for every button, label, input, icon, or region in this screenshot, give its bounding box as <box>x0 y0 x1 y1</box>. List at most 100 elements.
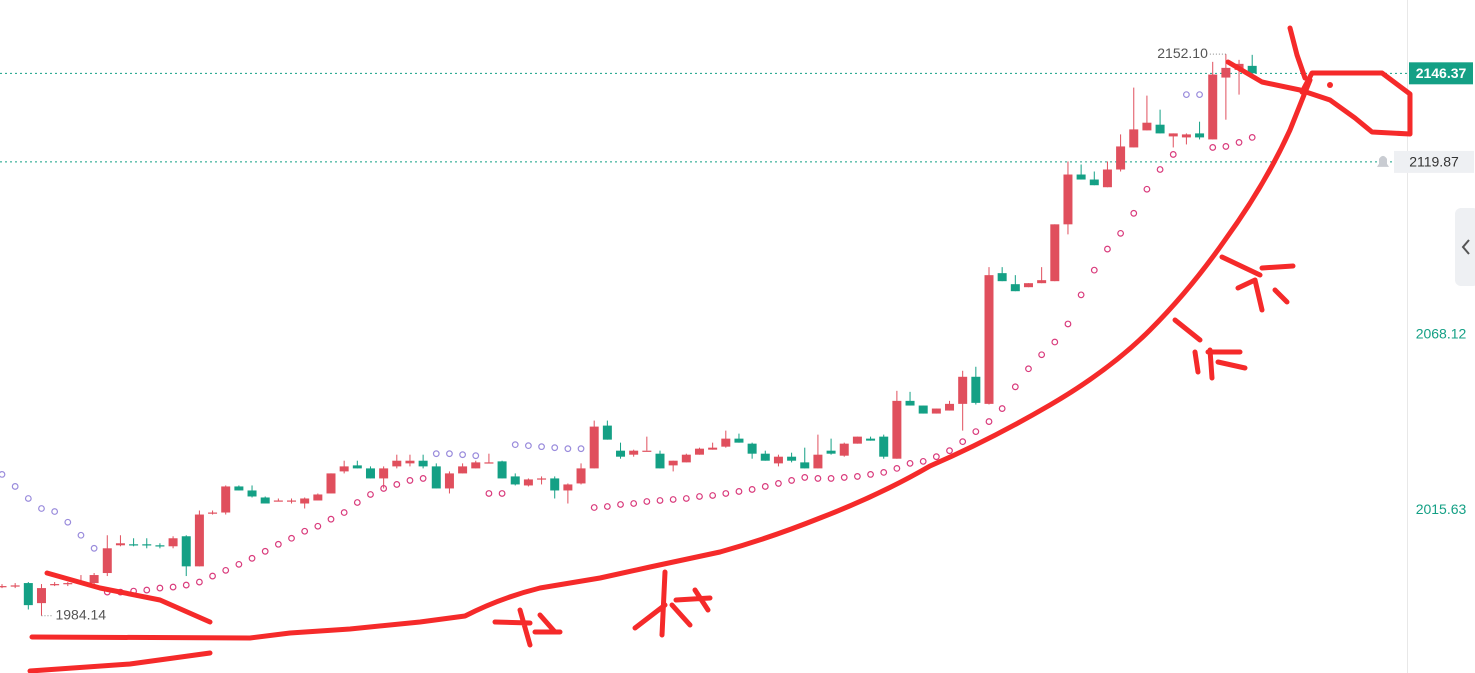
candle-body <box>379 468 389 479</box>
candle-body <box>550 478 560 491</box>
sar-dot <box>209 572 216 580</box>
annotation-dot <box>1327 82 1333 88</box>
candle-body <box>155 545 165 547</box>
sar-dot <box>1130 209 1138 217</box>
candle-body <box>997 273 1007 282</box>
candle-body <box>892 400 902 459</box>
candle-body <box>142 544 152 546</box>
side-tab[interactable] <box>1455 208 1475 286</box>
candle-body <box>826 450 836 454</box>
alert-bell <box>1377 155 1389 167</box>
candle-body <box>563 484 573 491</box>
sar-dot <box>867 471 874 478</box>
sar-dot <box>959 438 967 446</box>
candle-body <box>1221 67 1231 78</box>
candle-body <box>365 468 375 479</box>
sar-dot <box>656 497 664 504</box>
sar-dot <box>367 491 374 498</box>
candle-body <box>168 538 178 547</box>
sar-dot <box>0 471 6 478</box>
candle-body <box>537 478 547 480</box>
side-tab-arrow[interactable] <box>1461 239 1470 255</box>
candle-body <box>747 443 757 454</box>
annotation-mark-2 <box>632 569 713 638</box>
sar-dot <box>419 475 427 482</box>
sar-dot <box>459 451 467 459</box>
last-price-label: 2146.37 <box>1416 65 1467 81</box>
annotation-mark-1 <box>492 607 563 648</box>
sar-dot <box>24 495 32 502</box>
annotation-mark-3 <box>1172 317 1248 381</box>
candle-body <box>23 583 33 606</box>
sar-dot <box>972 428 980 436</box>
sar-dot <box>498 490 506 497</box>
sar-dot <box>1209 144 1217 151</box>
annotation-left <box>27 570 213 673</box>
candle-body <box>115 543 125 546</box>
sar-dot <box>38 505 45 512</box>
sar-dot <box>603 503 611 510</box>
sar-dot <box>985 418 993 425</box>
candle-body <box>431 466 441 489</box>
candle-body <box>247 490 257 497</box>
sar-dot <box>393 481 401 488</box>
sar-dot <box>77 531 85 539</box>
candle-body <box>313 494 323 501</box>
candle-body <box>984 275 994 404</box>
candle-body <box>1129 129 1139 148</box>
candle-body <box>102 548 112 574</box>
candle-body <box>0 586 7 588</box>
candle-body <box>971 376 981 403</box>
sar-dot <box>274 540 282 548</box>
candle-body <box>879 436 889 457</box>
candle-body <box>1102 169 1112 188</box>
sar-dot <box>525 442 532 450</box>
sar-dot <box>195 578 203 586</box>
sar-dot <box>143 586 151 594</box>
sar-dot <box>1051 338 1059 346</box>
candle-body <box>1089 179 1099 186</box>
sar-dot <box>827 475 835 482</box>
candle-body <box>444 473 454 489</box>
alert-price-box <box>1394 150 1474 173</box>
candle-body <box>1116 146 1126 170</box>
candle-body <box>458 466 468 474</box>
candle-body <box>905 400 915 406</box>
candle-body <box>352 465 362 469</box>
candle-body <box>260 497 270 504</box>
y-tick-label: 2068.12 <box>1416 326 1467 342</box>
sar-dot <box>735 488 743 495</box>
hand-annotations <box>27 25 1413 673</box>
sar-dot <box>775 480 782 487</box>
candle-body <box>734 438 744 443</box>
sar-dot <box>327 515 335 523</box>
candle-body <box>234 486 244 491</box>
candle-body <box>958 376 968 404</box>
sar-dot <box>538 443 545 451</box>
candle-body <box>194 514 204 567</box>
candle-body <box>1063 174 1073 225</box>
candle-body <box>1195 133 1205 138</box>
candle-body <box>339 466 349 472</box>
sar-dot <box>919 457 927 465</box>
sar-dot <box>406 477 414 484</box>
sar-dot <box>472 452 480 460</box>
candle-body <box>1168 133 1178 137</box>
sar-dot <box>511 441 519 449</box>
candle-body <box>287 500 297 502</box>
sar-dot <box>722 490 730 497</box>
candle-body <box>300 498 310 504</box>
sar-dot <box>1248 134 1256 141</box>
candle-body <box>616 450 626 457</box>
sar-dot <box>11 483 19 490</box>
side-tab-bg[interactable] <box>1455 208 1475 286</box>
sar-dot <box>314 522 322 530</box>
sar-dot <box>156 584 164 592</box>
sar-dot <box>709 492 717 499</box>
sar-dot <box>630 500 638 507</box>
candle-body <box>773 456 783 464</box>
sar-dot <box>788 477 795 484</box>
